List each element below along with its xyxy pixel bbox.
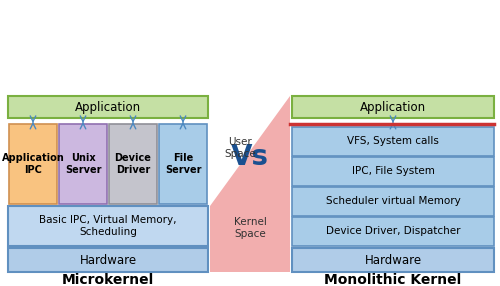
Text: Kernel
Space: Kernel Space	[234, 217, 266, 239]
Text: Device Driver, Dispatcher: Device Driver, Dispatcher	[326, 227, 460, 237]
FancyBboxPatch shape	[8, 96, 208, 118]
Text: IPC, File System: IPC, File System	[352, 166, 434, 176]
Polygon shape	[210, 96, 290, 272]
FancyBboxPatch shape	[109, 124, 157, 204]
FancyBboxPatch shape	[292, 248, 494, 272]
Text: Scheduler virtual Memory: Scheduler virtual Memory	[326, 196, 460, 206]
FancyBboxPatch shape	[9, 124, 57, 204]
FancyBboxPatch shape	[159, 124, 207, 204]
FancyBboxPatch shape	[292, 127, 494, 156]
Text: Hardware: Hardware	[80, 253, 136, 267]
FancyBboxPatch shape	[8, 248, 208, 272]
FancyBboxPatch shape	[8, 206, 208, 246]
FancyBboxPatch shape	[292, 217, 494, 246]
Text: Application: Application	[360, 100, 426, 114]
Text: Device
Driver: Device Driver	[114, 153, 152, 175]
Text: File
Server: File Server	[165, 153, 201, 175]
FancyBboxPatch shape	[59, 124, 107, 204]
FancyBboxPatch shape	[292, 187, 494, 216]
Text: Application
IPC: Application IPC	[2, 153, 64, 175]
Text: Vs: Vs	[231, 143, 269, 171]
Text: Monolithic Kernel: Monolithic Kernel	[324, 273, 462, 286]
Text: User
Space: User Space	[224, 137, 256, 159]
Text: Hardware: Hardware	[364, 253, 422, 267]
Text: Basic IPC, Virtual Memory,
Scheduling: Basic IPC, Virtual Memory, Scheduling	[39, 215, 177, 237]
Text: VFS, System calls: VFS, System calls	[347, 136, 439, 146]
FancyBboxPatch shape	[292, 157, 494, 186]
Text: Microkernel: Microkernel	[62, 273, 154, 286]
Text: Unix
Server: Unix Server	[65, 153, 101, 175]
FancyBboxPatch shape	[292, 96, 494, 118]
Text: Application: Application	[75, 100, 141, 114]
